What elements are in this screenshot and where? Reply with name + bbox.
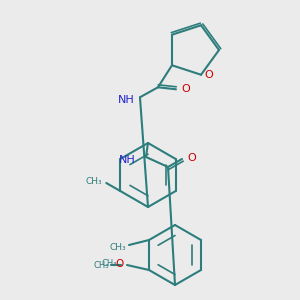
Text: NH: NH <box>118 95 135 105</box>
Text: CH₃: CH₃ <box>86 176 102 185</box>
Text: O: O <box>116 259 124 269</box>
Text: NH: NH <box>119 155 136 165</box>
Text: CH₃: CH₃ <box>94 260 109 269</box>
Text: O: O <box>187 153 196 163</box>
Text: CH₃: CH₃ <box>110 242 126 251</box>
Text: O: O <box>181 84 190 94</box>
Text: O: O <box>204 70 213 80</box>
Text: CH₃: CH₃ <box>101 260 117 268</box>
